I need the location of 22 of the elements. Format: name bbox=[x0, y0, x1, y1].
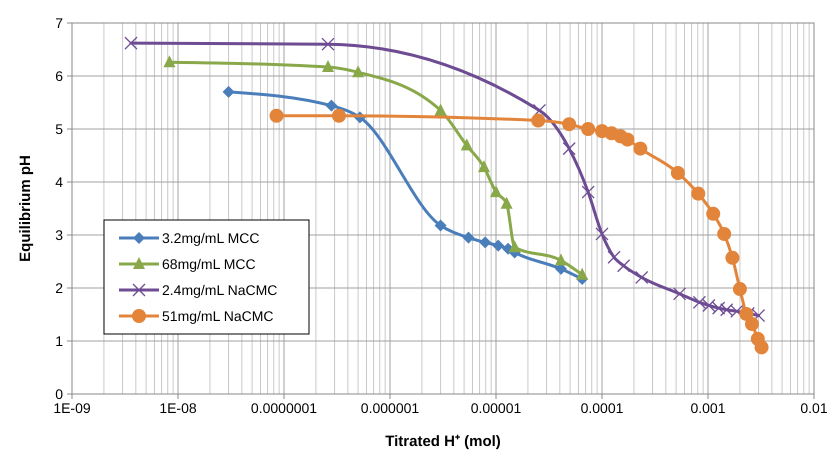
y-tick-label: 5 bbox=[55, 121, 64, 137]
x-tick-label: 1E-09 bbox=[53, 400, 91, 416]
y-tick-label: 0 bbox=[55, 386, 64, 402]
y-tick-label: 7 bbox=[55, 15, 64, 31]
legend-label: 68mg/mL MCC bbox=[162, 256, 256, 272]
x-tick-label: 0.00001 bbox=[470, 400, 522, 416]
y-axis-title: Equilibrium pH bbox=[17, 155, 34, 262]
y-tick-label: 6 bbox=[55, 68, 64, 84]
y-tick-label: 2 bbox=[55, 280, 64, 296]
x-tick-label: 0.0001 bbox=[580, 400, 624, 416]
x-tick-label: 0.001 bbox=[690, 400, 726, 416]
x-axis-title: Titrated H⁺ (mol) bbox=[385, 433, 501, 450]
y-tick-label: 4 bbox=[55, 174, 64, 190]
x-tick-label: 1E-08 bbox=[159, 400, 197, 416]
y-tick-label: 1 bbox=[55, 333, 64, 349]
x-tick-label: 0.01 bbox=[800, 400, 828, 416]
x-tick-label: 0.000001 bbox=[360, 400, 420, 416]
legend-label: 51mg/mL NaCMC bbox=[162, 308, 274, 324]
legend-label: 2.4mg/mL NaCMC bbox=[162, 282, 278, 298]
y-tick-label: 3 bbox=[55, 227, 64, 243]
legend-label: 3.2mg/mL MCC bbox=[162, 230, 260, 246]
x-tick-label: 0.0000001 bbox=[250, 400, 318, 416]
